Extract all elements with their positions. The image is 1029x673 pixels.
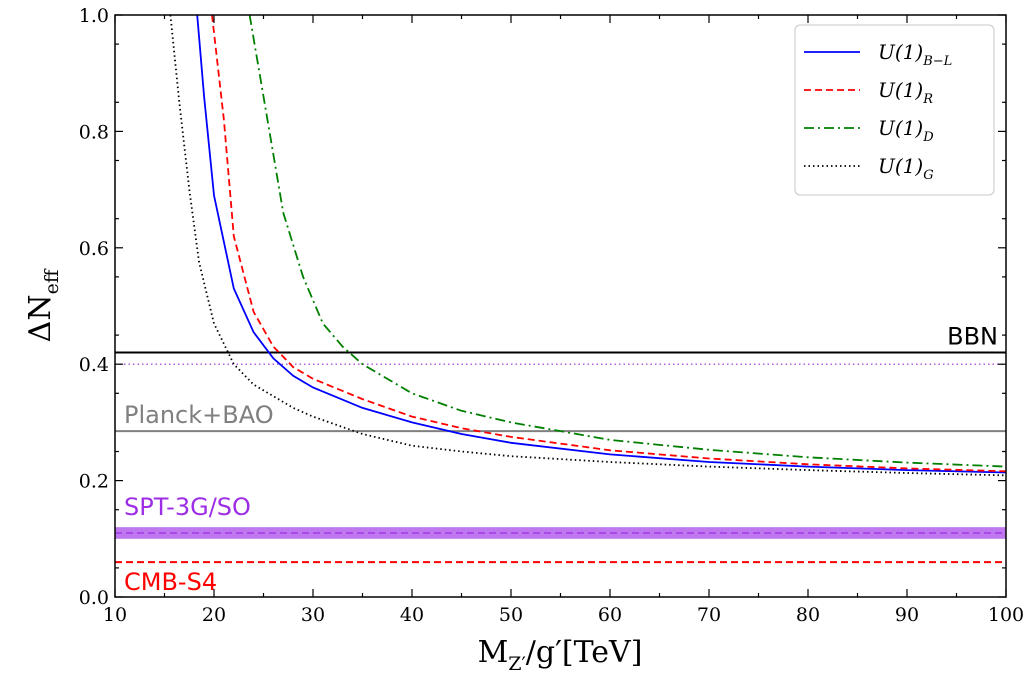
x-tick-label: 70: [697, 604, 721, 626]
legend-label: U(1)R: [878, 78, 933, 107]
y-tick-label: 1.0: [79, 5, 109, 27]
y-axis-title: ΔNeff: [23, 268, 63, 342]
x-tick-label: 10: [103, 604, 127, 626]
legend-label: U(1)B−L: [878, 40, 952, 69]
band-labels: BBN Planck+BAO SPT-3G/SO CMB-S4: [124, 323, 998, 597]
y-tick-label: 0.0: [79, 587, 109, 609]
x-tick-label: 100: [988, 604, 1024, 626]
y-tick-label: 0.8: [79, 121, 109, 143]
reference-bands: [115, 351, 1006, 564]
x-tick-label: 80: [796, 604, 820, 626]
legend-label: U(1)G: [878, 154, 934, 183]
cmb-s4-label: CMB-S4: [124, 568, 217, 596]
axis-ticks: 10 20 30 40 50 60 70 80 90 100 0.0 0.2 0.4 0.6 0.8 1.0: [79, 5, 1024, 626]
legend-label: U(1)D: [878, 116, 934, 145]
series-d-line: [248, 15, 1006, 468]
legend: U(1)B−L U(1)R U(1)D U(1)G: [794, 24, 995, 196]
spt-3g-so-label: SPT-3G/SO: [124, 493, 251, 521]
planck-bao-label: Planck+BAO: [124, 401, 274, 429]
y-tick-label: 0.4: [79, 354, 109, 376]
x-tick-label: 50: [499, 604, 523, 626]
x-tick-label: 40: [400, 604, 424, 626]
x-tick-label: 90: [895, 604, 919, 626]
bbn-label: BBN: [947, 323, 998, 351]
y-tick-label: 0.2: [79, 471, 109, 493]
x-tick-label: 60: [598, 604, 622, 626]
x-tick-label: 20: [202, 604, 226, 626]
x-tick-label: 30: [301, 604, 325, 626]
series-bl-line: [196, 15, 1006, 474]
x-axis-title: MZ′/g′[TeV]: [478, 635, 643, 673]
y-tick-label: 0.6: [79, 238, 109, 260]
series-lines: [169, 15, 1006, 477]
series-r-line: [211, 15, 1006, 473]
legend-box: [794, 24, 995, 196]
